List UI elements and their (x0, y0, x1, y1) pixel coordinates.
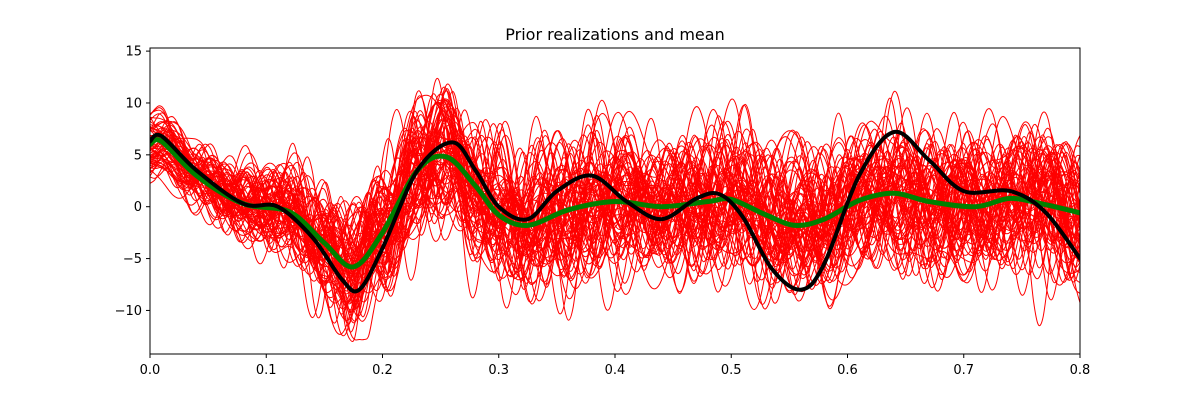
main-series (150, 129, 1080, 294)
y-axis: 15 10 5 0 −5 −10 (115, 45, 150, 319)
x-tick-label: 0.5 (721, 363, 742, 378)
prior-realization-line (150, 128, 1080, 305)
prior-realization-line (150, 103, 1080, 294)
y-tick-label: −5 (123, 252, 142, 267)
prior-realization-line (150, 110, 1080, 303)
prior-realization-line (150, 98, 1080, 310)
x-axis: 0.0 0.1 0.2 0.3 0.4 0.5 0.6 0.7 0.8 (140, 354, 1091, 378)
x-tick-label: 0.7 (953, 363, 974, 378)
y-tick-label: 5 (134, 148, 142, 163)
prior-realizations (150, 77, 1080, 343)
x-tick-label: 0.0 (140, 363, 161, 378)
mean-line (150, 137, 1080, 270)
y-tick-label: −10 (115, 304, 142, 319)
x-tick-label: 0.6 (837, 363, 858, 378)
prior-realization-line (150, 98, 1080, 321)
y-tick-label: 0 (134, 200, 142, 215)
prior-realization-line (150, 88, 1080, 304)
x-tick-label: 0.3 (488, 363, 509, 378)
x-tick-label: 0.4 (605, 363, 626, 378)
x-tick-label: 0.2 (372, 363, 393, 378)
y-tick-label: 10 (125, 96, 142, 111)
x-tick-label: 0.8 (1070, 363, 1091, 378)
plot-area (150, 77, 1080, 343)
prior-realization-line (150, 113, 1080, 335)
y-tick-label: 15 (125, 45, 142, 60)
x-tick-label: 0.1 (256, 363, 277, 378)
highlighted-realization-line (150, 129, 1080, 294)
prior-realization-line (150, 90, 1080, 290)
prior-realization-line (150, 93, 1080, 296)
prior-realization-line (150, 110, 1080, 283)
prior-realization-line (150, 108, 1080, 304)
chart-title: Prior realizations and mean (505, 25, 724, 44)
